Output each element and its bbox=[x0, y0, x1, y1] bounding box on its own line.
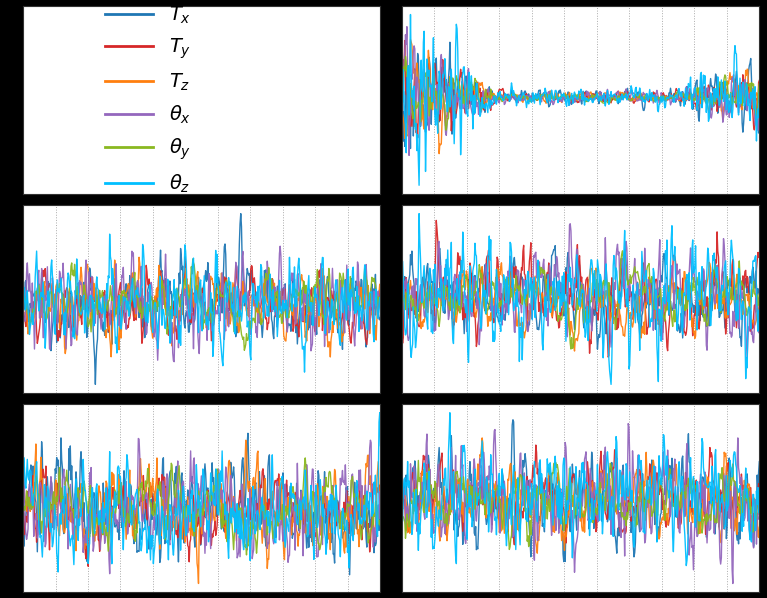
Legend: $T_x$, $T_y$, $T_z$, $\theta_x$, $\theta_y$, $\theta_z$: $T_x$, $T_y$, $T_z$, $\theta_x$, $\theta… bbox=[97, 0, 199, 203]
